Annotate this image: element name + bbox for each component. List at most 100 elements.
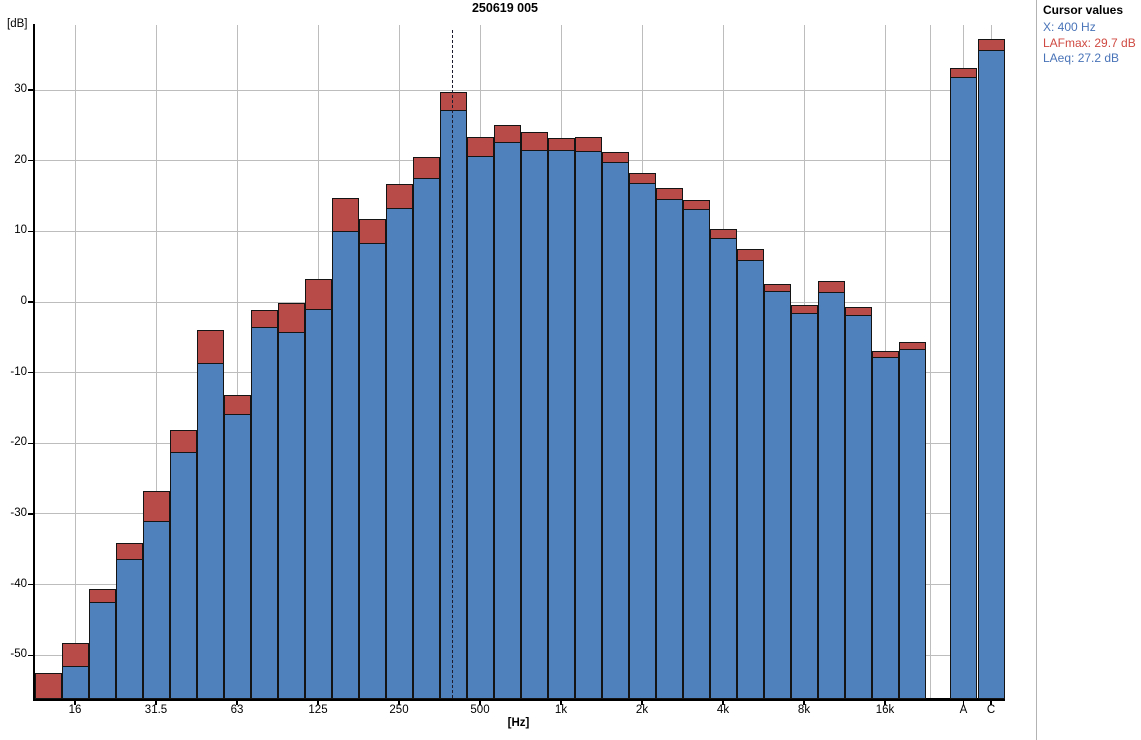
lafmax-bar[interactable] — [223, 395, 251, 416]
x-tick-label: 63 — [230, 704, 244, 716]
laeq-bar[interactable] — [709, 237, 737, 699]
y-tick — [28, 230, 33, 233]
laeq-bar[interactable] — [169, 451, 197, 699]
lafmax-bar[interactable] — [196, 330, 224, 365]
laeq-bar[interactable] — [196, 363, 224, 699]
laeq-bar[interactable] — [736, 260, 764, 699]
lafmax-bar[interactable] — [763, 284, 791, 293]
x-tick — [803, 700, 805, 705]
laeq-bar[interactable] — [358, 242, 386, 699]
lafmax-bar[interactable] — [142, 491, 170, 523]
lafmax-bar[interactable] — [655, 188, 683, 200]
y-tick-label: -40 — [10, 577, 27, 590]
lafmax-bar[interactable] — [520, 131, 548, 152]
y-tick — [28, 442, 33, 445]
laeq-bar[interactable] — [574, 150, 602, 699]
lafmax-bar[interactable] — [601, 152, 629, 164]
laeq-bar[interactable] — [547, 150, 575, 699]
lafmax-bar[interactable] — [950, 68, 977, 78]
lafmax-bar[interactable] — [466, 136, 494, 157]
laeq-bar[interactable] — [223, 414, 251, 699]
lafmax-bar[interactable] — [493, 124, 521, 144]
x-axis-unit-label: [Hz] — [507, 717, 530, 729]
laeq-bar[interactable] — [871, 357, 899, 699]
y-tick-label: -10 — [10, 365, 27, 378]
laeq-bar[interactable] — [304, 309, 332, 699]
x-tick — [990, 700, 992, 705]
laeq-bar[interactable] — [250, 327, 278, 699]
laeq-bar[interactable] — [898, 349, 926, 699]
laeq-bar[interactable] — [331, 231, 359, 699]
laeq-bar[interactable] — [412, 177, 440, 699]
y-tick-label: 0 — [20, 295, 27, 307]
lafmax-bar[interactable] — [358, 218, 386, 244]
y-tick-label: 20 — [14, 153, 27, 166]
x-tick-label: 1k — [554, 704, 568, 716]
laeq-bar[interactable] — [466, 155, 494, 699]
laeq-bar[interactable] — [385, 208, 413, 699]
lafmax-bar[interactable] — [115, 542, 143, 561]
x-tick — [398, 700, 400, 705]
lafmax-bar[interactable] — [34, 672, 62, 699]
lafmax-bar[interactable] — [628, 172, 656, 184]
grid-line-h — [34, 89, 950, 91]
lafmax-bar[interactable] — [736, 249, 764, 262]
laeq-bar[interactable] — [493, 142, 521, 699]
lafmax-bar[interactable] — [574, 137, 602, 152]
lafmax-bar[interactable] — [844, 306, 872, 316]
grid-line-v — [155, 25, 157, 698]
lafmax-bar[interactable] — [547, 138, 575, 152]
y-axis-unit-label: [dB] — [7, 18, 28, 30]
cursor-line[interactable] — [452, 30, 454, 698]
x-tick — [236, 700, 238, 705]
lafmax-bar[interactable] — [250, 309, 278, 329]
laeq-bar[interactable] — [682, 208, 710, 699]
laeq-bar[interactable] — [628, 182, 656, 699]
cursor-laeq-value: LAeq: 27.2 dB — [1043, 51, 1120, 65]
laeq-bar[interactable] — [950, 76, 977, 699]
laeq-bar[interactable] — [142, 521, 170, 699]
laeq-bar[interactable] — [88, 602, 116, 699]
laeq-bar[interactable] — [790, 312, 818, 699]
x-tick-label: 31.5 — [144, 704, 168, 716]
y-tick — [28, 583, 33, 586]
lafmax-bar[interactable] — [790, 304, 818, 314]
lafmax-bar[interactable] — [709, 228, 737, 239]
lafmax-bar[interactable] — [88, 588, 116, 604]
laeq-bar[interactable] — [817, 292, 845, 699]
lafmax-bar[interactable] — [385, 183, 413, 209]
lafmax-bar[interactable] — [871, 351, 899, 359]
lafmax-bar[interactable] — [682, 199, 710, 210]
lafmax-bar[interactable] — [277, 303, 305, 334]
lafmax-bar[interactable] — [817, 280, 845, 294]
lafmax-bar[interactable] — [412, 157, 440, 179]
lafmax-bar[interactable] — [61, 643, 89, 667]
laeq-bar[interactable] — [977, 50, 1005, 699]
y-tick-label: 30 — [14, 83, 27, 96]
y-tick-label: 10 — [14, 224, 27, 237]
lafmax-bar[interactable] — [169, 429, 197, 453]
laeq-bar[interactable] — [61, 665, 89, 699]
grid-line-v — [236, 25, 238, 698]
x-tick-label: 500 — [470, 704, 490, 716]
lafmax-bar[interactable] — [304, 279, 332, 311]
laeq-bar[interactable] — [655, 198, 683, 699]
x-tick-label: 4k — [716, 704, 730, 716]
laeq-bar[interactable] — [844, 314, 872, 699]
panel-divider — [1036, 0, 1037, 740]
lafmax-bar[interactable] — [977, 39, 1005, 52]
laeq-bar[interactable] — [601, 162, 629, 699]
x-tick — [560, 700, 562, 705]
x-tick — [317, 700, 319, 705]
x-tick — [479, 700, 481, 705]
laeq-bar[interactable] — [763, 291, 791, 699]
lafmax-bar[interactable] — [331, 198, 359, 233]
x-tick-label: C — [986, 704, 996, 716]
laeq-bar[interactable] — [520, 150, 548, 699]
laeq-bar[interactable] — [277, 332, 305, 699]
x-tick-label: A — [959, 704, 968, 716]
laeq-bar[interactable] — [115, 559, 143, 699]
x-tick — [155, 700, 157, 705]
lafmax-bar[interactable] — [898, 342, 926, 351]
